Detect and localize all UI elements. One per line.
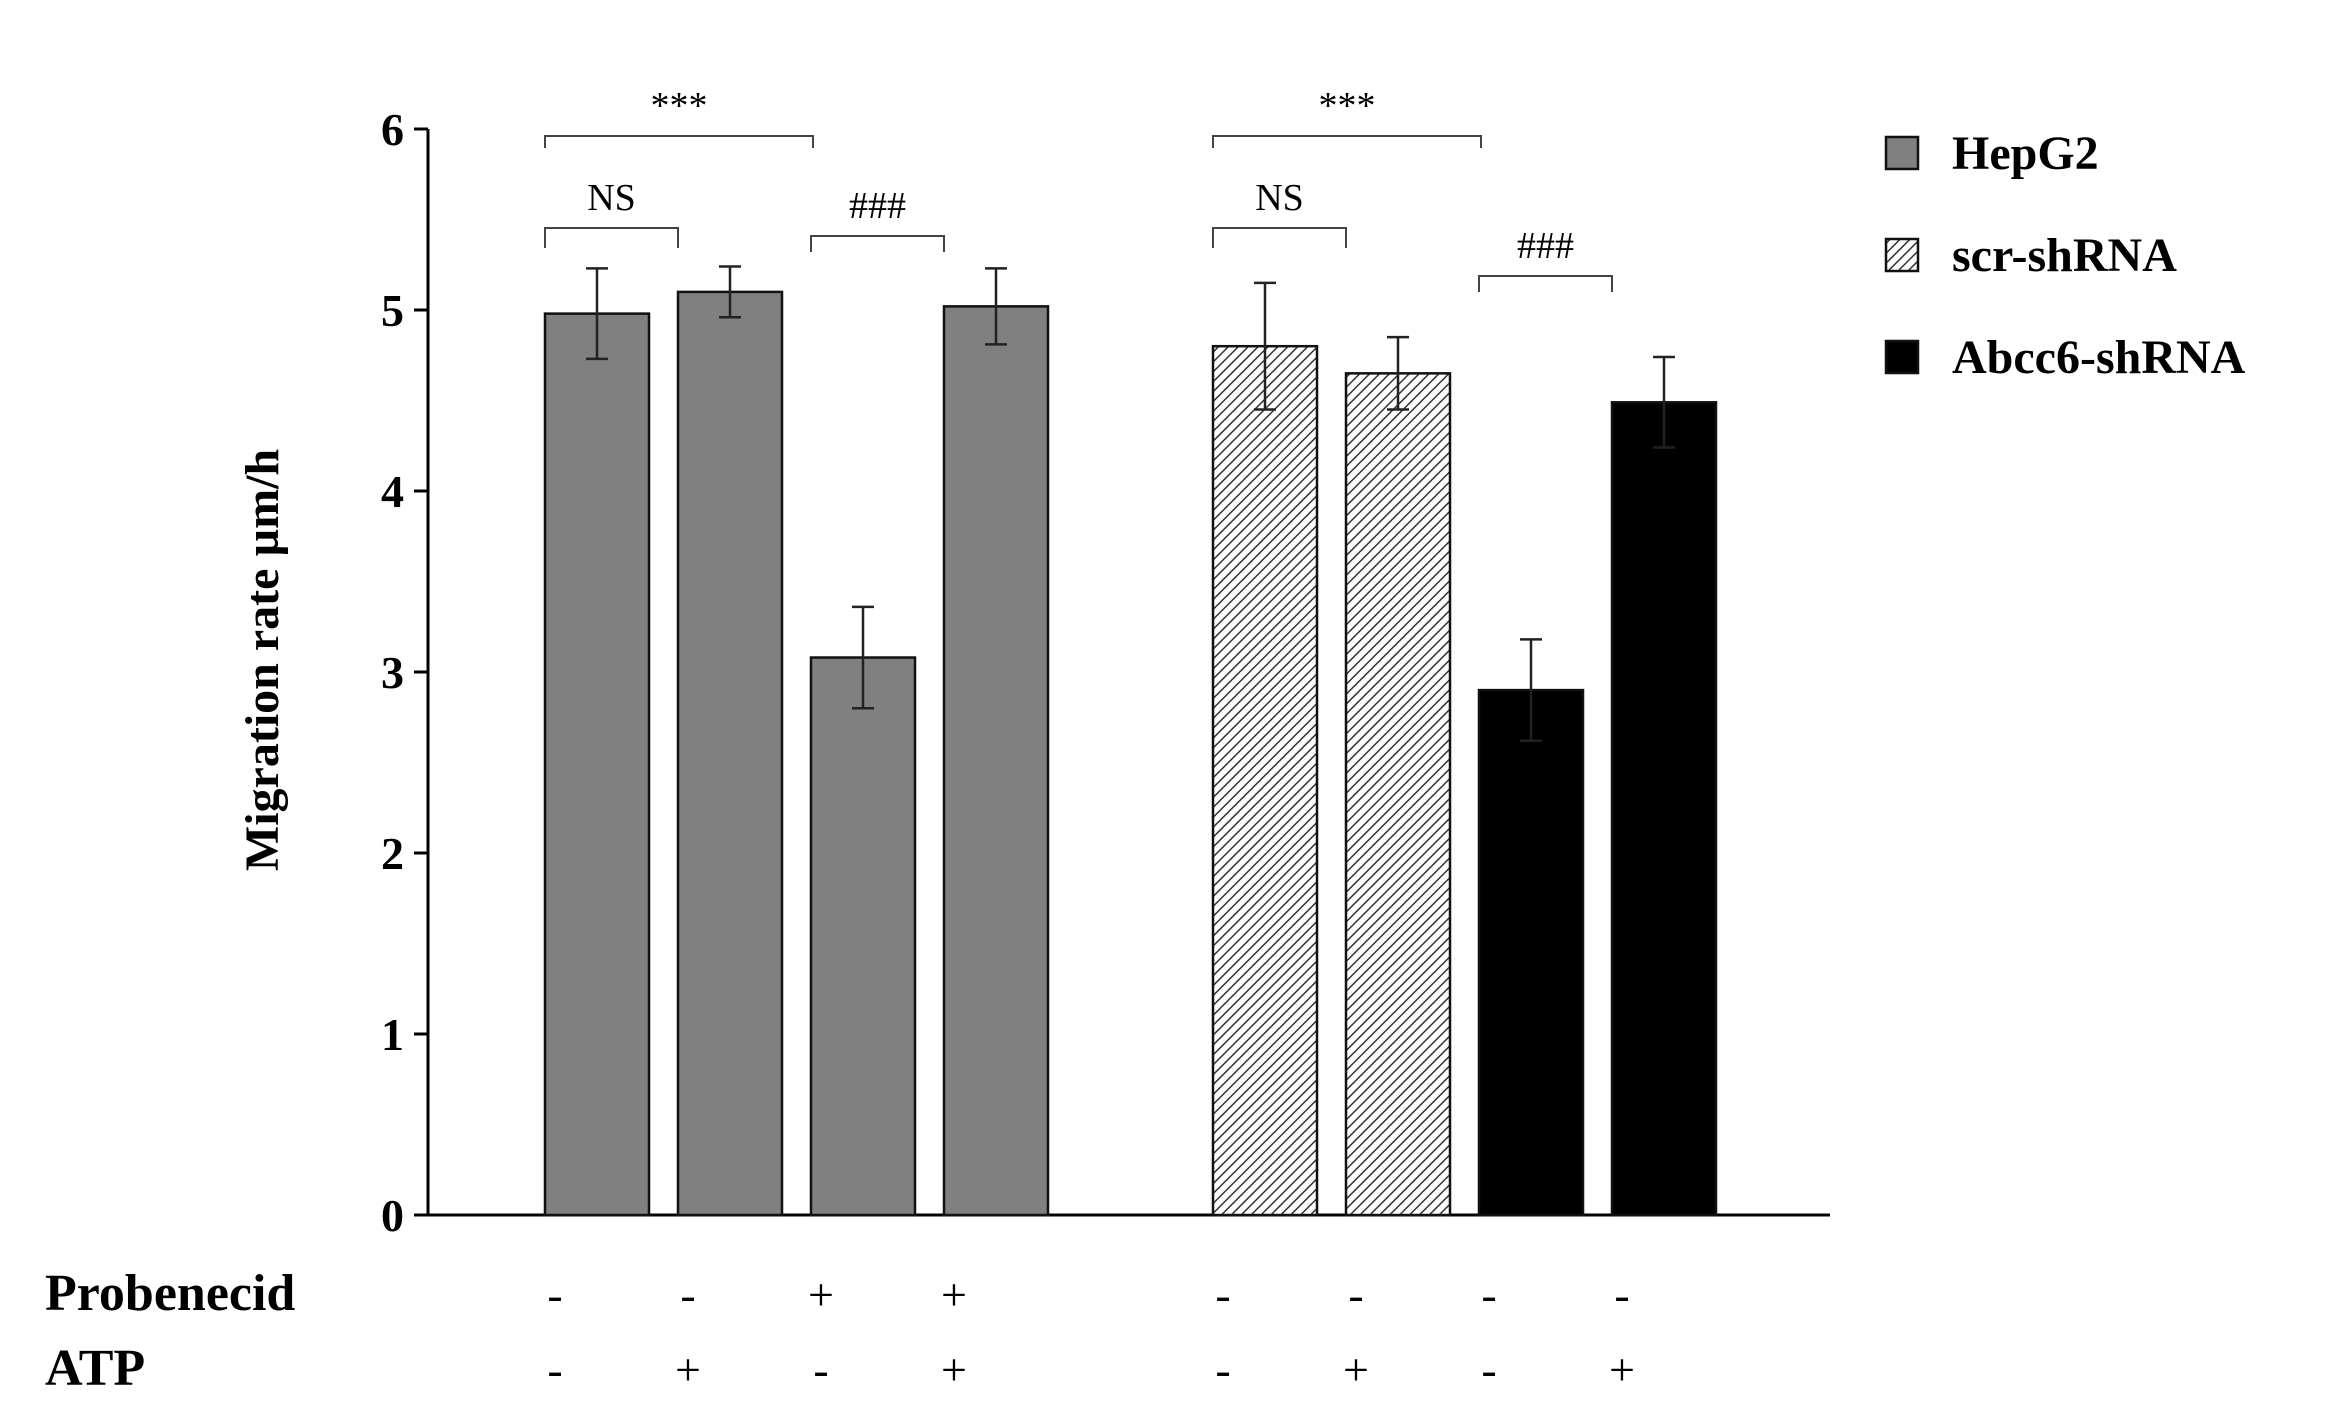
error-bar (586, 267, 608, 361)
significance-label: ### (1517, 225, 1574, 267)
significance-brackets: *** NS ### *** NS ### (544, 85, 1613, 292)
atp-sign: - (1215, 1344, 1230, 1395)
legend-item: HepG2 (1884, 127, 2099, 180)
atp-sign: + (1609, 1344, 1635, 1395)
bar (1477, 688, 1585, 1217)
bar (543, 312, 651, 1217)
legend-swatch (1884, 237, 1920, 273)
atp-sign: + (941, 1344, 967, 1395)
atp-sign: - (547, 1344, 562, 1395)
error-bars (586, 265, 1675, 743)
y-axis-label: Migration rate µm/h (236, 449, 289, 871)
y-tick-label: 6 (381, 104, 404, 155)
bar (942, 305, 1050, 1217)
significance-bracket: ### (810, 185, 945, 252)
atp-sign: + (675, 1344, 701, 1395)
axes: 0 1 2 3 4 5 6 (381, 104, 1830, 1241)
significance-label: ### (849, 185, 906, 227)
legend-label: Abcc6-shRNA (1952, 331, 2246, 384)
legend-swatch (1884, 339, 1920, 375)
error-bar (1653, 355, 1675, 449)
y-tick-label: 5 (381, 285, 404, 336)
treatment-rows: Probenecid ATP - - - + + - + + - - - + - - - + (45, 1265, 1635, 1397)
error-bar (1520, 638, 1542, 743)
y-axis-label-group: Migration rate µm/h (236, 449, 289, 871)
significance-bracket: *** (544, 85, 814, 148)
legend-label: HepG2 (1952, 127, 2099, 180)
probenecid-sign: + (941, 1269, 967, 1320)
atp-row-label: ATP (45, 1340, 145, 1397)
atp-sign: - (1481, 1344, 1496, 1395)
error-bar (852, 605, 874, 710)
significance-label: NS (1255, 177, 1304, 219)
legend: HepG2 scr-shRNA Abcc6-shRNA (1884, 127, 2246, 384)
bar (1211, 344, 1319, 1217)
bar (809, 656, 917, 1217)
y-tick-label: 2 (381, 828, 404, 879)
probenecid-row-label: Probenecid (45, 1265, 295, 1322)
probenecid-sign: - (1348, 1269, 1363, 1320)
probenecid-sign: - (1481, 1269, 1496, 1320)
error-bar (1254, 281, 1276, 411)
significance-bracket: *** (1212, 85, 1482, 148)
bar (1344, 372, 1452, 1217)
bar (676, 290, 784, 1217)
legend-item: scr-shRNA (1884, 229, 2177, 282)
significance-label: *** (651, 85, 708, 127)
probenecid-sign: + (808, 1269, 834, 1320)
error-bar (719, 265, 741, 319)
y-tick-label: 3 (381, 647, 404, 698)
legend-swatch (1884, 135, 1920, 171)
legend-label: scr-shRNA (1952, 229, 2177, 282)
bar (1610, 401, 1718, 1217)
probenecid-sign: - (547, 1269, 562, 1320)
probenecid-sign: - (680, 1269, 695, 1320)
error-bar (985, 267, 1007, 346)
significance-label: NS (587, 177, 636, 219)
significance-bracket: NS (1212, 177, 1347, 248)
significance-bracket: NS (544, 177, 679, 248)
bars (543, 290, 1718, 1217)
y-tick-label: 0 (381, 1190, 404, 1241)
y-tick-label: 4 (381, 466, 404, 517)
probenecid-sign: - (1614, 1269, 1629, 1320)
significance-bracket: ### (1478, 225, 1613, 292)
atp-sign: + (1343, 1344, 1369, 1395)
y-tick-label: 1 (381, 1009, 404, 1060)
atp-sign: - (813, 1344, 828, 1395)
probenecid-sign: - (1215, 1269, 1230, 1320)
error-bar (1387, 335, 1409, 411)
legend-item: Abcc6-shRNA (1884, 331, 2246, 384)
significance-label: *** (1319, 85, 1376, 127)
